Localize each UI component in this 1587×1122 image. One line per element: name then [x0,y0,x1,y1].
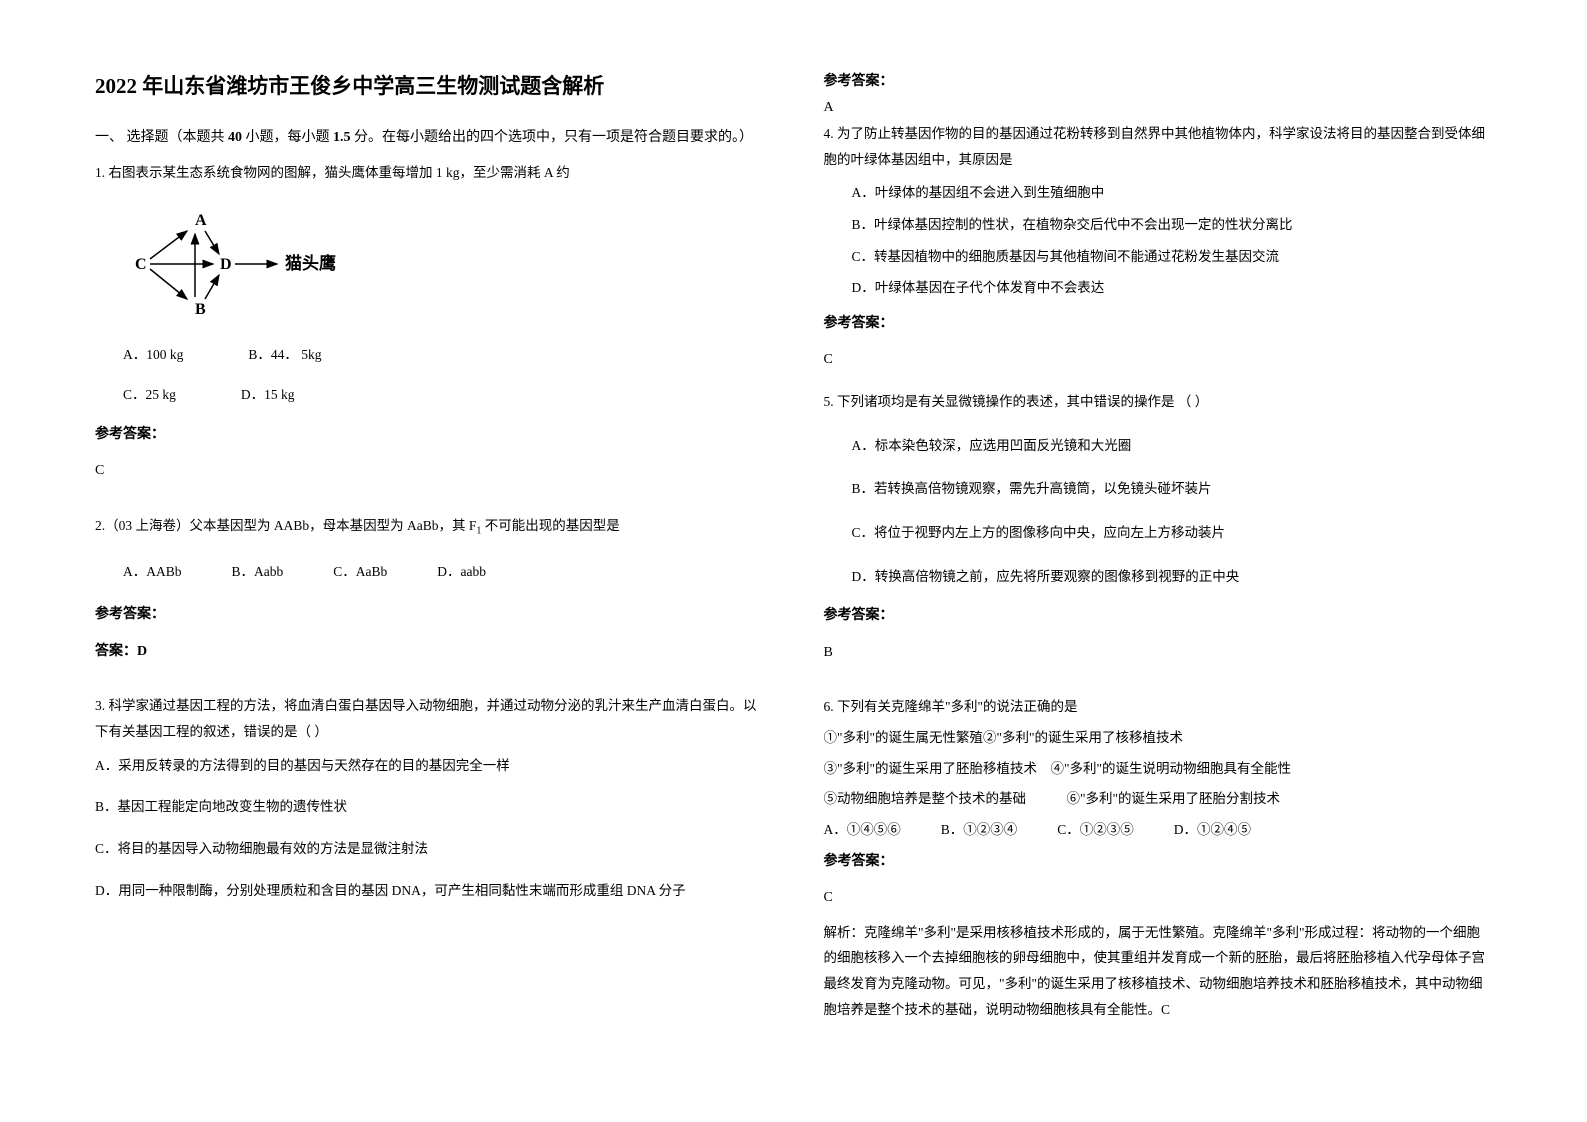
question-5: 5. 下列诸项均是有关显微镜操作的表述，其中错误的操作是 （ ） A．标本染色较… [824,389,1493,684]
options: A．100 kg B．44． 5kg C．25 kg D．15 kg [123,342,764,407]
option-d: D．用同一种限制酶，分别处理质粒和含目的基因 DNA，可产生相同黏性末端而形成重… [95,878,764,904]
option-a: A．采用反转录的方法得到的目的基因与天然存在的目的基因完全一样 [95,753,764,779]
question-text: 3. 科学家通过基因工程的方法，将血清白蛋白基因导入动物细胞，并通过动物分泌的乳… [95,693,764,744]
option-b: B．叶绿体基因控制的性状，在植物杂交后代中不会出现一定的性状分离比 [852,212,1493,238]
question-4: 4. 为了防止转基因作物的目的基因通过花粉转移到自然界中其他植物体内，科学家设法… [824,121,1493,379]
question-6: 6. 下列有关克隆绵羊"多利"的说法正确的是 ①"多利"的诞生属无性繁殖②"多利… [824,694,1493,1022]
answer: C [824,885,1493,912]
option-d: D．转换高倍物镜之前，应先将所要观察的图像移到视野的正中央 [852,564,1493,590]
answer-label: 参考答案： [95,422,764,449]
answer: B [824,640,1493,667]
option-b: B．若转换高倍物镜观察，需先升高镜筒，以免镜头碰坏装片 [852,476,1493,502]
option-d: D．①②④⑤ [1174,817,1251,843]
question-3: 3. 科学家通过基因工程的方法，将血清白蛋白基因导入动物细胞，并通过动物分泌的乳… [95,693,764,903]
option-c: C．将目的基因导入动物细胞最有效的方法是显微注射法 [95,836,764,862]
answer-label: 参考答案： [824,603,1493,630]
option-a: A．100 kg [123,342,183,368]
answer-label: 参考答案： [95,602,764,629]
option-a: A．①④⑤⑥ [824,817,901,843]
diagram-label-a: A [195,212,207,229]
option-c: C．AaBb [333,559,387,585]
left-column: 2022 年山东省潍坊市王俊乡中学高三生物测试题含解析 一、 选择题（本题共 4… [95,70,764,1052]
statement-line-3: ⑤动物细胞培养是整个技术的基础 ⑥"多利"的诞生采用了胚胎分割技术 [824,786,1493,812]
answer: C [95,458,764,485]
option-c: C．将位于视野内左上方的图像移向中央，应向左上方移动装片 [852,520,1493,546]
question-1: 1. 右图表示某生态系统食物网的图解，猫头鹰体重每增加 1 kg，至少需消耗 A… [95,160,764,503]
diagram-label-b: B [195,301,206,318]
answer: A [824,100,1493,116]
question-text: 6. 下列有关克隆绵羊"多利"的说法正确的是 [824,694,1493,720]
option-b: B．44． 5kg [248,342,321,368]
food-web-diagram: A C D B 猫头鹰 [125,209,365,319]
statement-line-1: ①"多利"的诞生属无性繁殖②"多利"的诞生采用了核移植技术 [824,725,1493,751]
options: A．①④⑤⑥ B．①②③④ C．①②③⑤ D．①②④⑤ [824,817,1493,843]
options: A．AABb B．Aabb C．AaBb D．aabb [123,559,764,585]
option-c: C．25 kg [123,382,176,408]
option-d: D．叶绿体基因在子代个体发育中不会表达 [852,275,1493,301]
question-text: 1. 右图表示某生态系统食物网的图解，猫头鹰体重每增加 1 kg，至少需消耗 A… [95,160,764,186]
option-a: A．标本染色较深，应选用凹面反光镜和大光圈 [852,433,1493,459]
diagram-label-c: C [135,256,147,273]
option-c: C．①②③⑤ [1057,817,1134,843]
explanation: 解析：克隆绵羊"多利"是采用核移植技术形成的，属于无性繁殖。克隆绵羊"多利"形成… [824,920,1493,1023]
statement-line-2: ③"多利"的诞生采用了胚胎移植技术 ④"多利"的诞生说明动物细胞具有全能性 [824,756,1493,782]
option-a: A．叶绿体的基因组不会进入到生殖细胞中 [852,180,1493,206]
section-header: 一、 选择题（本题共 40 小题，每小题 1.5 分。在每小题给出的四个选项中，… [95,125,764,150]
option-b: B．基因工程能定向地改变生物的遗传性状 [95,794,764,820]
option-c: C．转基因植物中的细胞质基因与其他植物间不能通过花粉发生基因交流 [852,244,1493,270]
diagram-label-end: 猫头鹰 [285,253,336,273]
question-2: 2.（03 上海卷）父本基因型为 AABb，母本基因型为 AaBb，其 F1 不… [95,513,764,684]
option-b: B．①②③④ [941,817,1018,843]
question-text: 2.（03 上海卷）父本基因型为 AABb，母本基因型为 AaBb，其 F1 不… [95,513,764,541]
answer-label: 参考答案： [824,70,1493,90]
question-text: 4. 为了防止转基因作物的目的基因通过花粉转移到自然界中其他植物体内，科学家设法… [824,121,1493,172]
answer-label: 参考答案： [824,849,1493,876]
answer: C [824,347,1493,374]
right-column: 参考答案： A 4. 为了防止转基因作物的目的基因通过花粉转移到自然界中其他植物… [824,70,1493,1052]
answer-label: 参考答案： [824,311,1493,338]
question-text: 5. 下列诸项均是有关显微镜操作的表述，其中错误的操作是 （ ） [824,389,1493,415]
option-d: D．15 kg [241,382,295,408]
option-b: B．Aabb [232,559,284,585]
page-title: 2022 年山东省潍坊市王俊乡中学高三生物测试题含解析 [95,70,764,100]
diagram-label-d: D [220,256,232,273]
answer: 答案：D [95,639,764,666]
option-a: A．AABb [123,559,182,585]
option-d: D．aabb [437,559,486,585]
